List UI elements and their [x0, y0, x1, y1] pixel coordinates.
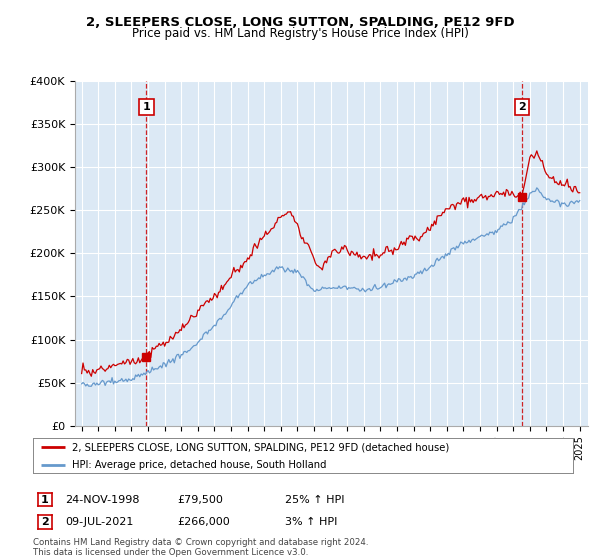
Text: 1: 1: [41, 494, 49, 505]
Text: £266,000: £266,000: [177, 517, 230, 527]
Text: 1: 1: [143, 102, 150, 112]
Text: 2, SLEEPERS CLOSE, LONG SUTTON, SPALDING, PE12 9FD: 2, SLEEPERS CLOSE, LONG SUTTON, SPALDING…: [86, 16, 514, 29]
Text: HPI: Average price, detached house, South Holland: HPI: Average price, detached house, Sout…: [72, 460, 326, 469]
Text: 2, SLEEPERS CLOSE, LONG SUTTON, SPALDING, PE12 9FD (detached house): 2, SLEEPERS CLOSE, LONG SUTTON, SPALDING…: [72, 442, 449, 452]
Text: 2: 2: [518, 102, 526, 112]
Text: Contains HM Land Registry data © Crown copyright and database right 2024.
This d: Contains HM Land Registry data © Crown c…: [33, 538, 368, 557]
Text: Price paid vs. HM Land Registry's House Price Index (HPI): Price paid vs. HM Land Registry's House …: [131, 27, 469, 40]
Text: 3% ↑ HPI: 3% ↑ HPI: [285, 517, 337, 527]
Text: £79,500: £79,500: [177, 494, 223, 505]
Text: 25% ↑ HPI: 25% ↑ HPI: [285, 494, 344, 505]
Text: 24-NOV-1998: 24-NOV-1998: [65, 494, 139, 505]
Text: 2: 2: [41, 517, 49, 527]
Text: 09-JUL-2021: 09-JUL-2021: [65, 517, 133, 527]
